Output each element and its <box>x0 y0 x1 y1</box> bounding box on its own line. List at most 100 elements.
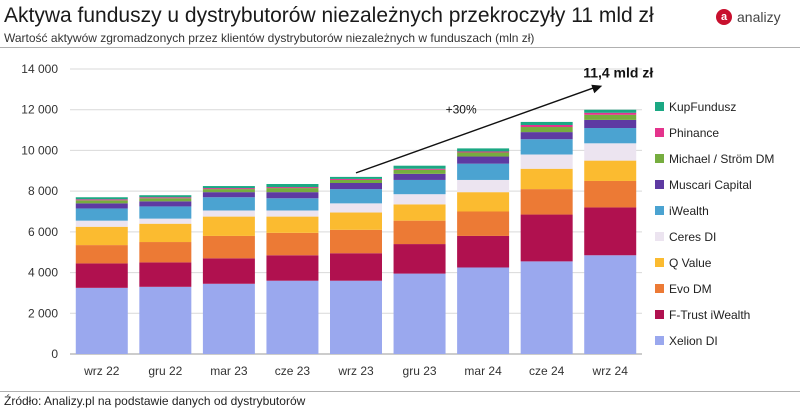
bar-segment <box>330 179 382 183</box>
bar-segment <box>584 143 637 161</box>
x-tick-label: gru 22 <box>148 364 182 378</box>
bar-segment <box>202 210 255 217</box>
bar-segment <box>393 165 446 169</box>
bar-segment <box>266 198 319 211</box>
legend-label: Xelion DI <box>669 334 718 348</box>
bar-segment <box>75 203 128 209</box>
chart-subtitle: Wartość aktywów zgromadzonych przez klie… <box>4 31 535 45</box>
bar-segment <box>139 242 192 263</box>
legend-swatch <box>655 206 664 215</box>
bar-segment <box>520 132 573 140</box>
bar-segment <box>520 168 573 190</box>
y-tick-label: 4 000 <box>28 266 58 280</box>
bar-segment <box>139 286 192 354</box>
y-tick-label: 14 000 <box>21 62 58 76</box>
x-tick-label: cze 24 <box>529 364 565 378</box>
bar-segment <box>266 216 319 233</box>
legend-label: Phinance <box>669 126 719 140</box>
bar-segment <box>139 262 192 287</box>
legend-swatch <box>655 336 664 345</box>
bar-segment <box>202 188 255 190</box>
bar-segment <box>202 258 255 284</box>
bar-segment <box>202 283 255 354</box>
analizy-logo-icon: a <box>716 9 732 25</box>
bar-segment <box>520 154 573 169</box>
bar-segment <box>330 178 382 180</box>
legend-swatch <box>655 154 664 163</box>
bar-segment <box>75 263 128 288</box>
x-tick-label: wrz 24 <box>592 364 629 378</box>
bar-segment <box>584 114 637 120</box>
legend-label: Ceres DI <box>669 230 716 244</box>
bar-segment <box>393 169 446 174</box>
bar-segment <box>457 267 510 354</box>
bar-segment <box>202 189 255 193</box>
bar-segment <box>457 163 510 180</box>
bar-segment <box>457 211 510 236</box>
bar-segment <box>202 216 255 236</box>
bar-segment <box>393 244 446 274</box>
bar-segment <box>202 186 255 189</box>
legend-swatch <box>655 258 664 267</box>
bar-segment <box>393 168 446 170</box>
bar-segment <box>393 273 446 354</box>
bar-segment <box>457 156 510 164</box>
bar-segment <box>330 229 382 254</box>
bar-segment <box>584 119 637 129</box>
bar-segment <box>139 198 192 202</box>
bar-segment <box>584 112 637 115</box>
bar-segment <box>139 206 192 219</box>
bar-segment <box>139 223 192 243</box>
bar-segment <box>457 192 510 212</box>
legend-swatch <box>655 310 664 319</box>
bar-segment <box>520 214 573 262</box>
growth-arrow-head <box>591 84 603 94</box>
bar-segment <box>202 197 255 211</box>
bar-segment <box>393 220 446 245</box>
bar-segment <box>584 160 637 181</box>
bar-segment <box>520 189 573 215</box>
bar-segment <box>75 208 128 221</box>
y-tick-label: 2 000 <box>28 306 58 320</box>
bar-segment <box>139 201 192 207</box>
bar-segment <box>330 183 382 190</box>
y-tick-label: 0 <box>51 347 58 361</box>
legend-label: iWealth <box>669 204 709 218</box>
bar-segment <box>393 194 446 205</box>
bar-segment <box>393 173 446 180</box>
bar-segment <box>393 204 446 221</box>
bar-segment <box>393 179 446 195</box>
x-tick-label: cze 23 <box>275 364 311 378</box>
bar-segment <box>139 218 192 224</box>
bar-segment <box>520 127 573 133</box>
bar-segment <box>75 287 128 354</box>
bar-segment <box>584 255 637 354</box>
x-tick-label: wrz 23 <box>337 364 374 378</box>
analizy-logo: a analizy <box>716 9 781 25</box>
bar-segment <box>584 207 637 256</box>
bar-segment <box>266 187 319 189</box>
bar-segment <box>75 220 128 227</box>
bar-segment <box>330 280 382 354</box>
y-tick-label: 10 000 <box>21 143 58 157</box>
y-tick-label: 6 000 <box>28 225 58 239</box>
bar-segment <box>584 180 637 208</box>
legend-label: F-Trust iWealth <box>669 308 750 322</box>
footer-divider <box>0 391 800 392</box>
bar-segment <box>266 188 319 193</box>
bar-segment <box>75 199 128 201</box>
bar-segment <box>330 203 382 213</box>
legend-label: Evo DM <box>669 282 712 296</box>
bar-segment <box>330 176 382 179</box>
y-tick-label: 12 000 <box>21 103 58 117</box>
bar-segment <box>139 195 192 198</box>
bar-segment <box>266 210 319 217</box>
bar-segment <box>75 226 128 246</box>
stacked-bar-chart: 0 2 000 4 000 6 000 8 000 10 000 12 000 14 000 w… <box>21 62 774 378</box>
growth-arrow-line <box>355 86 597 174</box>
x-tick-label: mar 23 <box>210 364 248 378</box>
bar-segment <box>584 128 637 144</box>
legend-label: Michael / Ström DM <box>669 152 774 166</box>
x-tick-label: mar 24 <box>464 364 502 378</box>
bar-segment <box>330 189 382 204</box>
